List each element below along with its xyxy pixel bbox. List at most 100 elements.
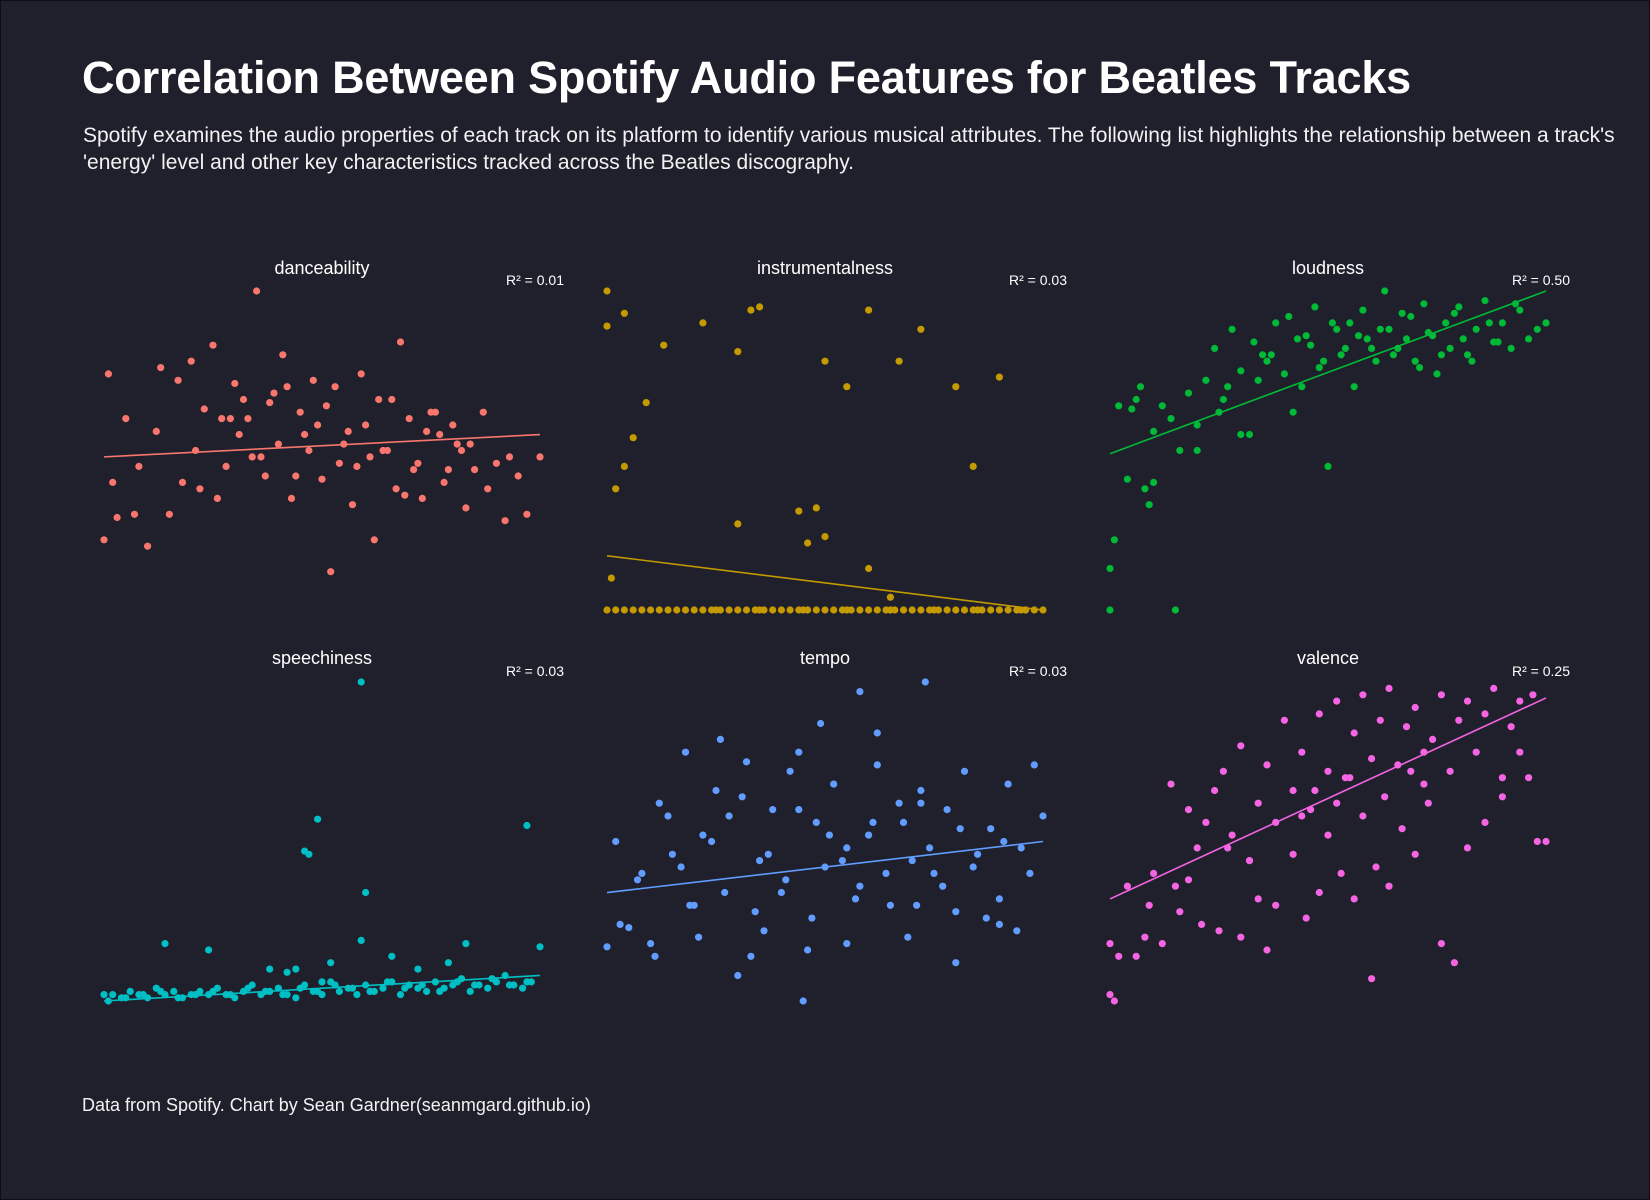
data-point <box>851 895 860 903</box>
data-point <box>1237 933 1245 941</box>
data-point <box>314 421 322 429</box>
data-point <box>401 491 409 499</box>
data-point <box>370 536 378 544</box>
data-point <box>603 606 611 614</box>
panel-title: tempo <box>800 648 850 668</box>
data-point <box>821 357 829 365</box>
data-point <box>1468 357 1476 365</box>
data-point <box>362 888 370 897</box>
data-point <box>926 844 934 852</box>
data-point <box>943 606 951 614</box>
data-point <box>777 606 786 614</box>
data-point <box>314 987 322 996</box>
data-point <box>1141 485 1149 493</box>
data-point <box>629 434 637 442</box>
data-point <box>1350 729 1358 737</box>
data-point <box>795 507 803 515</box>
data-point <box>1211 344 1219 352</box>
data-point <box>109 478 117 486</box>
data-point <box>681 606 690 614</box>
data-point <box>471 466 479 474</box>
data-point <box>843 606 851 614</box>
data-point <box>865 306 873 314</box>
data-point <box>756 606 764 614</box>
data-point <box>253 287 261 295</box>
data-point <box>734 348 742 356</box>
data-point <box>453 440 461 448</box>
data-point <box>366 987 374 996</box>
data-point <box>1350 895 1358 903</box>
data-point <box>1494 338 1502 346</box>
data-point <box>1516 306 1524 314</box>
data-point <box>1171 606 1179 614</box>
data-point <box>231 379 239 388</box>
data-point <box>1106 564 1114 573</box>
data-point <box>629 606 637 614</box>
data-point <box>1337 351 1345 359</box>
data-point <box>1017 844 1025 852</box>
data-point <box>1407 312 1415 321</box>
data-point <box>769 606 777 614</box>
data-point <box>721 888 729 897</box>
data-point <box>1437 351 1445 359</box>
data-point <box>1026 869 1034 878</box>
data-point <box>812 606 820 614</box>
data-point <box>899 818 908 827</box>
data-point <box>821 606 829 614</box>
data-point <box>322 402 330 410</box>
data-point <box>1333 799 1341 807</box>
data-point <box>969 863 977 871</box>
data-point <box>1389 351 1397 359</box>
data-point <box>1228 325 1236 333</box>
data-point <box>1315 888 1323 897</box>
data-point <box>668 850 677 858</box>
data-point <box>392 485 400 493</box>
regression-line <box>1109 697 1547 900</box>
data-point <box>314 815 322 823</box>
data-point <box>187 357 195 365</box>
data-point <box>1472 748 1480 756</box>
data-point <box>987 825 995 833</box>
data-point <box>655 606 663 614</box>
data-point <box>681 748 690 756</box>
data-point <box>1516 748 1524 756</box>
data-point <box>1132 395 1140 404</box>
r-squared-label: R² = 0.01 <box>506 272 564 288</box>
data-point <box>856 882 864 890</box>
data-point <box>738 793 746 801</box>
data-point <box>1013 606 1021 614</box>
data-point <box>930 606 938 614</box>
data-point <box>865 564 873 573</box>
data-point <box>1368 344 1376 352</box>
data-point <box>1324 831 1332 839</box>
data-point <box>1110 536 1118 544</box>
data-point <box>865 606 873 614</box>
data-point <box>523 821 531 830</box>
data-point <box>882 869 890 878</box>
data-point <box>327 959 335 967</box>
data-point <box>1407 767 1415 775</box>
data-point <box>1481 297 1489 305</box>
data-point <box>157 364 165 372</box>
data-point <box>886 606 895 614</box>
data-point <box>1455 716 1463 724</box>
data-point <box>1485 319 1493 327</box>
data-point <box>651 952 659 960</box>
data-point <box>296 984 304 992</box>
data-point <box>647 940 655 948</box>
data-point <box>777 888 786 897</box>
data-point <box>1525 774 1533 782</box>
data-point <box>1237 367 1245 375</box>
data-point <box>1219 395 1227 404</box>
data-point <box>712 786 720 795</box>
data-point <box>1359 691 1367 699</box>
data-point <box>130 510 139 518</box>
data-point <box>471 981 479 989</box>
data-point <box>161 940 169 948</box>
regression-line <box>103 974 541 1002</box>
data-point <box>292 472 300 480</box>
data-point <box>725 812 733 820</box>
data-point <box>484 984 492 992</box>
data-point <box>747 952 755 960</box>
r-squared-label: R² = 0.25 <box>1512 663 1570 679</box>
